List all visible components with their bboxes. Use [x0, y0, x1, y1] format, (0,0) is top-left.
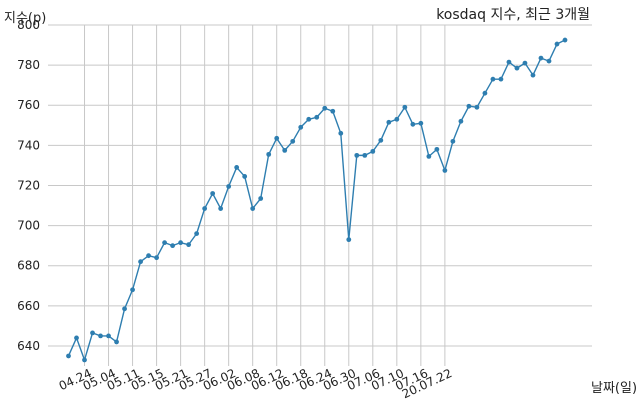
data-point: [450, 138, 456, 144]
data-point: [386, 119, 392, 125]
y-tick-label: 740: [17, 138, 40, 152]
data-point: [474, 104, 480, 110]
data-point: [562, 37, 568, 43]
data-point: [202, 206, 208, 211]
data-point: [274, 135, 280, 141]
data-point: [490, 76, 496, 82]
data-point: [506, 59, 512, 65]
data-point: [242, 174, 248, 179]
series-points: [66, 37, 568, 363]
data-point: [322, 105, 328, 111]
data-point: [298, 124, 304, 130]
data-point: [290, 138, 296, 144]
data-point: [74, 335, 79, 341]
data-point: [466, 103, 472, 109]
data-point: [258, 196, 264, 201]
data-point: [210, 191, 216, 196]
data-point: [194, 231, 200, 237]
data-point: [522, 60, 528, 66]
data-point: [186, 242, 192, 248]
data-point: [282, 147, 288, 153]
data-point: [418, 120, 424, 126]
data-point: [514, 65, 520, 71]
y-tick-label: 700: [17, 219, 40, 233]
data-point: [130, 287, 135, 293]
data-point: [250, 206, 256, 211]
data-point: [530, 72, 536, 78]
data-point: [498, 76, 504, 82]
data-point: [434, 146, 440, 152]
data-point: [154, 255, 159, 261]
y-tick-label: 640: [17, 339, 40, 353]
data-point: [442, 168, 448, 173]
y-tick-labels: 640 660 680 700 720 740 760 780 800: [17, 18, 40, 353]
data-point: [354, 152, 360, 158]
data-point: [226, 184, 232, 189]
data-point: [314, 114, 320, 120]
data-point: [106, 333, 111, 339]
data-point: [266, 151, 272, 157]
data-point: [482, 90, 488, 96]
data-point: [410, 121, 416, 127]
gridlines: [48, 24, 592, 366]
chart-title: kosdaq 지수, 최근 3개월: [436, 7, 590, 23]
data-point: [306, 116, 312, 122]
data-point: [402, 104, 408, 110]
data-point: [346, 237, 352, 243]
data-point: [458, 118, 464, 124]
data-point: [170, 243, 176, 249]
x-tick-labels: 04.2405.0405.1105.1505.2105.2706.0206.08…: [57, 366, 454, 401]
data-point: [330, 108, 336, 114]
data-point: [338, 130, 344, 136]
data-point: [66, 353, 71, 359]
y-tick-label: 660: [17, 299, 40, 313]
data-point: [146, 253, 151, 259]
data-point: [362, 152, 368, 158]
data-point: [554, 41, 560, 47]
y-tick-label: 680: [17, 259, 40, 273]
data-point: [234, 165, 240, 170]
data-point: [426, 153, 432, 159]
data-point: [546, 58, 552, 64]
data-point: [378, 137, 384, 143]
data-point: [98, 333, 103, 339]
data-point: [138, 259, 143, 265]
y-tick-label: 800: [17, 18, 40, 32]
series-line: [67, 39, 566, 361]
data-point: [178, 240, 184, 246]
x-axis-label: 날짜(일): [591, 381, 637, 396]
data-point: [162, 240, 167, 246]
data-point: [122, 306, 127, 312]
data-point: [82, 357, 87, 363]
series-line-layer: [67, 39, 566, 361]
data-point: [394, 116, 400, 122]
y-tick-label: 720: [17, 178, 40, 192]
data-point: [538, 55, 544, 61]
y-tick-label: 780: [17, 58, 40, 72]
data-point: [370, 148, 376, 154]
data-point: [218, 206, 224, 211]
data-point: [90, 330, 95, 336]
y-tick-label: 760: [17, 98, 40, 112]
y-axis-label: 지수(p): [4, 11, 46, 26]
data-point: [114, 339, 119, 345]
